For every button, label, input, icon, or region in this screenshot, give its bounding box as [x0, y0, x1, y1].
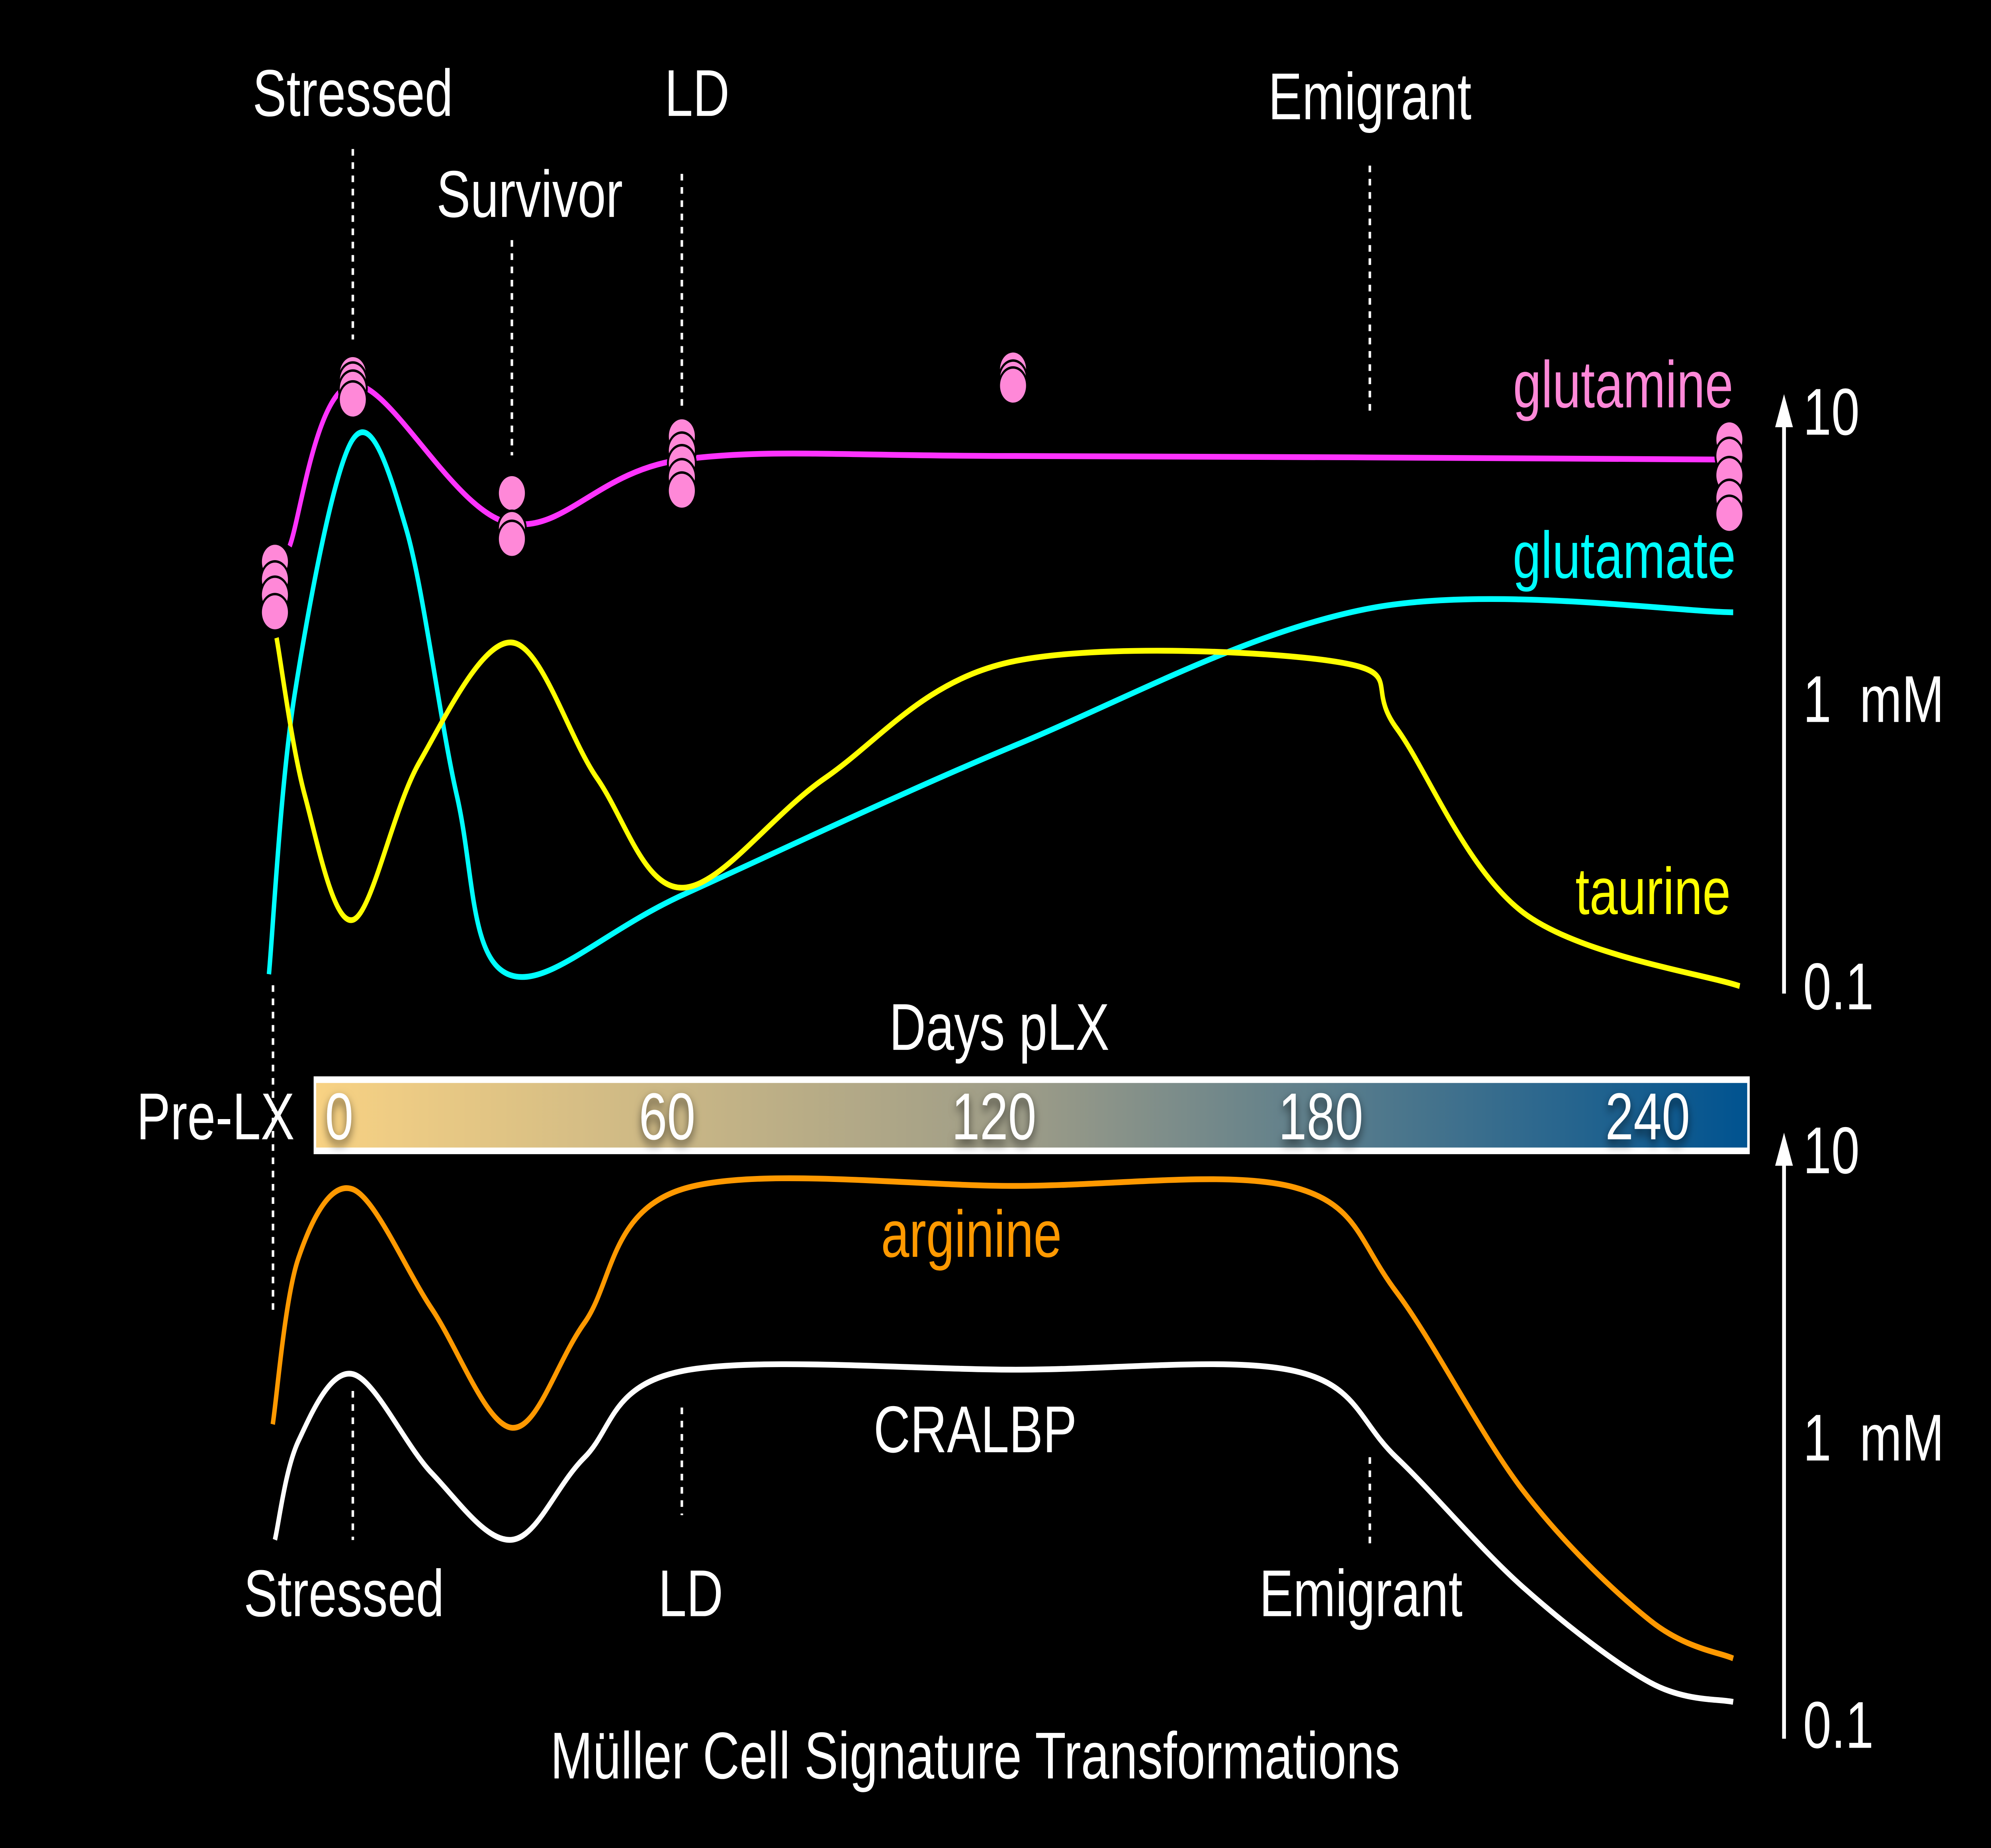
glutamine-data-point — [497, 473, 527, 513]
y-tick-label: 0.1 — [1803, 1688, 1874, 1762]
arrow-up-icon — [1775, 394, 1793, 428]
glutamine-data-point — [667, 471, 697, 510]
series-label-glutamate: glutamate — [1513, 518, 1736, 592]
glutamine-data-point — [260, 593, 290, 632]
chart-title: Müller Cell Signature Transformations — [550, 1719, 1400, 1793]
colorbar-tick-label: 0 — [325, 1080, 353, 1153]
y-tick-label: 10 — [1803, 375, 1860, 449]
arrow-up-icon — [1775, 1133, 1793, 1166]
stage-label-stressed: Stressed — [252, 57, 453, 130]
stage-label-ld: LD — [658, 1557, 723, 1630]
colorbar-tick-label: 60 — [639, 1080, 695, 1153]
x-axis-label: Days pLX — [889, 990, 1109, 1064]
series-label-glutamine: glutamine — [1513, 348, 1733, 422]
series-line-arginine — [270, 1175, 1734, 1661]
stage-label-survivor: Survivor — [436, 158, 623, 231]
series-label-arginine: arginine — [881, 1197, 1062, 1271]
colorbar-tick-label: 240 — [1605, 1080, 1690, 1153]
series-line-glutamate — [266, 429, 1733, 980]
series-line-cralbp — [273, 1361, 1734, 1705]
y-tick-label: 10 — [1803, 1114, 1860, 1188]
top-y-axis — [1775, 394, 1793, 994]
stage-label-ld: LD — [665, 57, 730, 130]
glutamine-data-point — [497, 519, 527, 559]
glutamine-data-point — [998, 366, 1028, 405]
series-line-taurine — [274, 637, 1741, 989]
y-tick-label: 0.1 — [1803, 950, 1874, 1024]
stage-label-emigrant: Emigrant — [1260, 1557, 1463, 1630]
series-label-taurine: taurine — [1575, 855, 1731, 928]
colorbar-tick-label: 180 — [1279, 1080, 1363, 1153]
stage-label-stressed: Stressed — [244, 1557, 444, 1630]
y-tick-label: 1 mM — [1803, 662, 1944, 736]
colorbar-tick-label: 120 — [952, 1080, 1037, 1153]
colorbar-gradient — [316, 1083, 1747, 1148]
pre-lx-label: Pre-LX — [137, 1080, 295, 1153]
y-tick-label: 1 mM — [1803, 1401, 1944, 1475]
series-label-cralbp: CRALBP — [874, 1393, 1077, 1467]
stage-label-emigrant: Emigrant — [1268, 60, 1471, 133]
glutamine-data-point — [1714, 494, 1745, 533]
days-colorbar: 0 60 120 180 240 — [313, 1076, 1750, 1155]
glutamine-data-point — [338, 380, 368, 419]
bottom-y-axis — [1775, 1133, 1793, 1739]
